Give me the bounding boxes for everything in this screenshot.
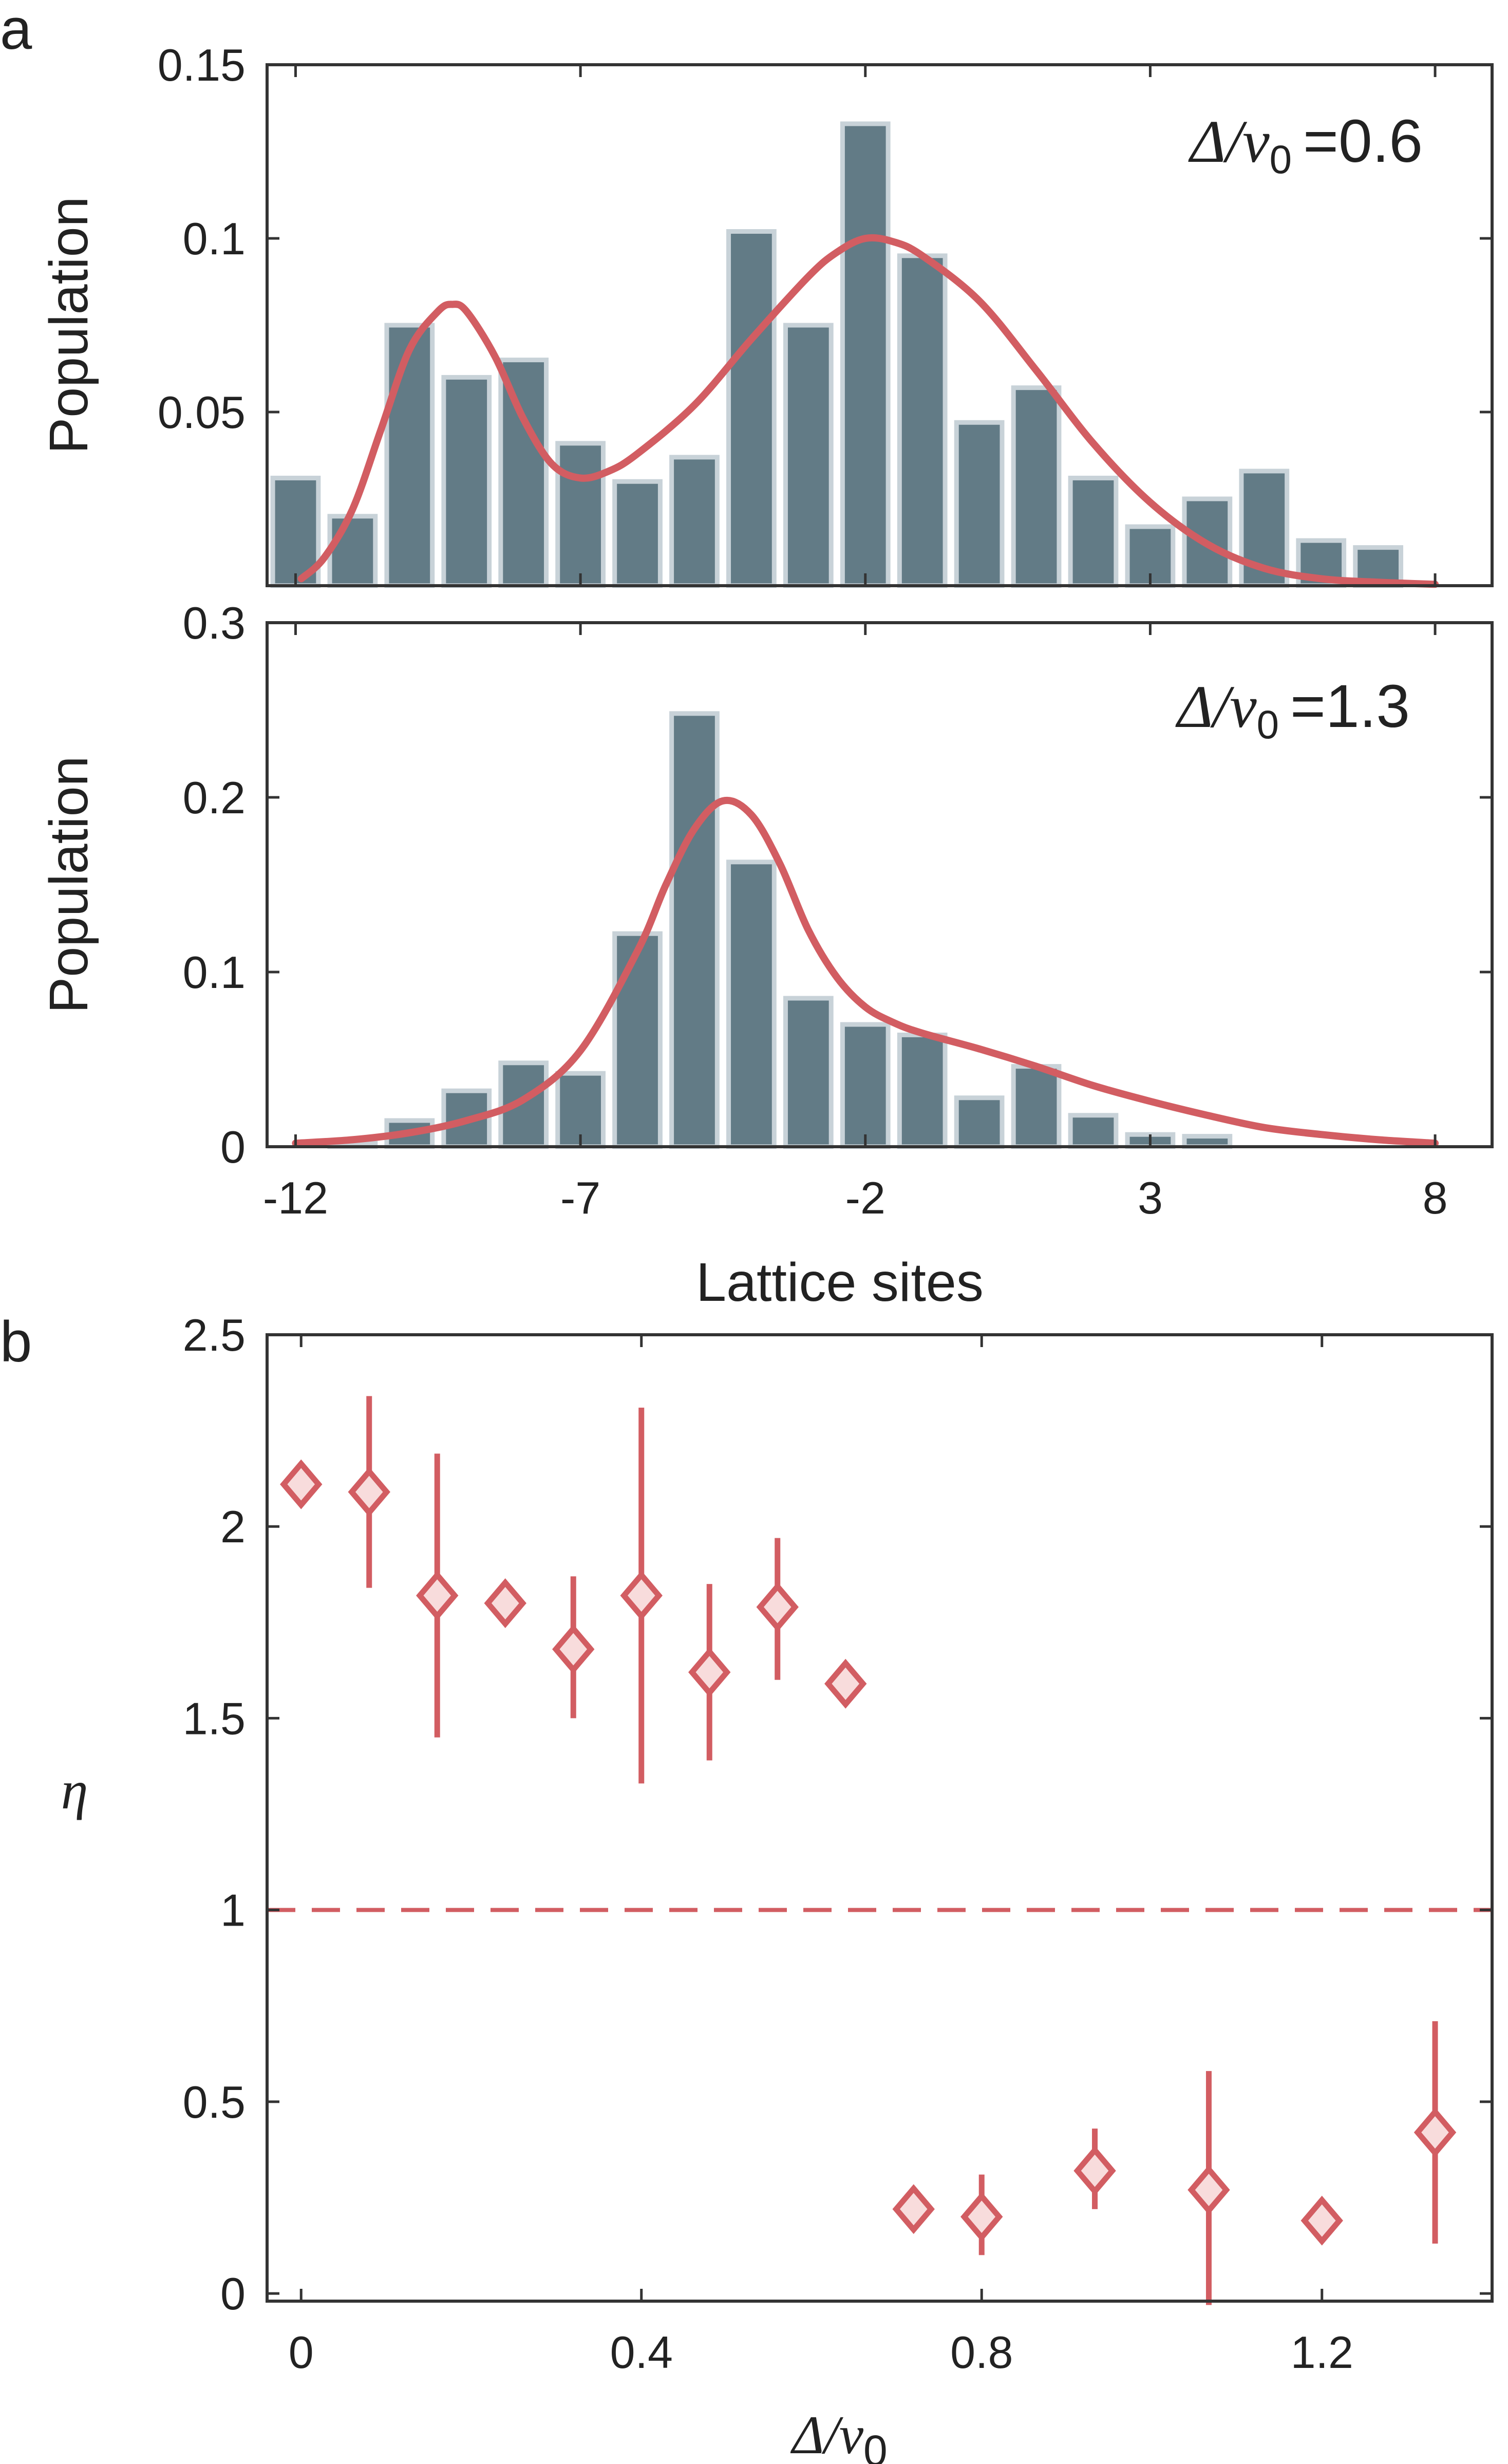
panel-b-ylabel: η [61, 1760, 88, 1820]
histogram-bar [441, 375, 492, 588]
histogram-bar [954, 420, 1005, 588]
histogram-bar [1068, 1113, 1119, 1149]
histogram-bar [897, 253, 948, 588]
data-point-marker [620, 1571, 663, 1621]
data-point-marker [416, 1571, 459, 1621]
x-tick-label: 0.4 [610, 2327, 673, 2378]
data-point-marker [1073, 2145, 1116, 2196]
panel-b-letter: b [0, 1310, 32, 1374]
data-point-marker [348, 1467, 390, 1517]
panel-a2-y-ticks: 0 0.1 0.2 0.3 [183, 598, 1492, 1172]
histogram-bar [1011, 1064, 1062, 1149]
histogram-bar [1068, 475, 1119, 588]
panel-a2-annotation: Δ/ν0 =1.3 [1175, 673, 1410, 747]
panel-b-xlabel-symbol: Δ/ν [790, 2405, 864, 2464]
data-point-marker [484, 1578, 526, 1628]
data-point-marker [1187, 2165, 1230, 2215]
histogram-bar [327, 514, 378, 588]
data-point-marker [960, 2192, 1003, 2242]
data-point-marker [552, 1624, 595, 1674]
panel-a-annotation: Δ/ν0 =0.6 [1188, 107, 1423, 182]
panel-a-y-ticks: 0.05 0.1 0.15 [158, 40, 1492, 438]
y-tick-label: 0.3 [183, 598, 246, 648]
x-tick-label: -12 [263, 1172, 328, 1223]
panel-a-x-ticks [294, 65, 1437, 586]
histogram-bar [726, 860, 777, 1149]
histogram-bar [555, 441, 606, 588]
panel-a-letter: a [0, 0, 32, 61]
histogram-bar [840, 1022, 891, 1149]
panel-a2-annotation-subscript: 0 [1257, 702, 1279, 747]
y-tick-label: 0.1 [183, 213, 246, 264]
panel-a-ylabel: Population [39, 197, 99, 454]
panel-b-y-ticks: 0 0.5 1 1.5 2 2.5 [183, 1310, 1492, 2319]
x-tick-label: 8 [1423, 1172, 1448, 1223]
histogram-bar [783, 996, 834, 1149]
y-tick-label: 0.15 [158, 40, 246, 90]
x-tick-label: 3 [1138, 1172, 1163, 1223]
panel-a2-x-ticks: -12 -7 -2 3 8 [263, 623, 1448, 1223]
histogram-bar [384, 323, 435, 588]
y-tick-label: 0.2 [183, 772, 246, 823]
panel-a-top-histogram: 0.05 0.1 0.15 Population Δ/ν0 =0.6 [39, 40, 1494, 588]
histogram-bar [783, 323, 834, 588]
panel-a2-fit-curve [292, 796, 1439, 1147]
panel-a-bars [270, 121, 1404, 588]
panel-a-frame [266, 63, 1494, 587]
y-tick-label: 1.5 [183, 1693, 246, 1744]
panel-b-points [280, 1396, 1457, 2305]
histogram-bar [1011, 385, 1062, 588]
data-point-marker [1300, 2195, 1343, 2246]
histogram-bar [612, 931, 663, 1149]
panel-a2-annotation-symbol: Δ/ν [1175, 673, 1257, 740]
data-point-marker [688, 1647, 731, 1697]
panel-a2-frame [266, 621, 1494, 1148]
x-tick-label: -7 [560, 1172, 600, 1223]
y-tick-label: 0 [220, 1122, 246, 1172]
histogram-bar [669, 455, 720, 588]
panel-a2-xlabel: Lattice sites [696, 1252, 984, 1313]
x-tick-label: 1.2 [1291, 2327, 1353, 2378]
panel-b-frame [266, 1333, 1494, 2303]
histogram-bar [1182, 1134, 1233, 1149]
panel-b-xlabel-subscript: 0 [863, 2426, 888, 2464]
panel-a-fit-curve [297, 234, 1439, 588]
panel-a2-annotation-value: =1.3 [1290, 673, 1410, 740]
panel-b-xlabel: Δ/ν0 [790, 2405, 887, 2464]
y-tick-label: 0.1 [183, 947, 246, 998]
x-tick-label: 0 [289, 2327, 314, 2378]
data-point-marker [824, 1658, 867, 1709]
histogram-bar [897, 1032, 948, 1149]
histogram-bar [669, 711, 720, 1149]
panel-a-annotation-value: =0.6 [1303, 107, 1423, 175]
x-tick-label: -2 [845, 1172, 885, 1223]
panel-b-scatter: 00.511.522.5 0 0.4 0.8 1.2 η Δ/ν0 [61, 1310, 1494, 2464]
panel-a-annotation-symbol: Δ/ν [1188, 108, 1270, 175]
data-point-marker [756, 1582, 799, 1632]
panel-a-bottom-histogram: 0 0.1 0.2 0.3 -12 -7 -2 3 8 Population Lattice … [39, 598, 1494, 1313]
histogram-bar [612, 479, 663, 588]
y-tick-label: 2.5 [183, 1310, 246, 1360]
histogram-bar [954, 1095, 1005, 1149]
histogram-bar [840, 121, 891, 588]
y-tick-label: 0.5 [183, 2077, 246, 2127]
y-tick-label: 0 [220, 2268, 246, 2319]
data-point-marker [1413, 2107, 1457, 2158]
y-tick-label: 2 [220, 1501, 246, 1552]
panel-a2-bars [327, 711, 1233, 1149]
histogram-bar [726, 229, 777, 588]
x-tick-label: 0.8 [950, 2327, 1013, 2378]
y-tick-label: 1 [220, 1885, 246, 1936]
y-tick-label: 0.05 [158, 387, 246, 438]
histogram-bar [498, 358, 549, 588]
panel-b-x-ticks: 0 0.4 0.8 1.2 [289, 1335, 1353, 2378]
data-point-marker [892, 2184, 935, 2234]
panel-a2-ylabel: Population [39, 756, 99, 1014]
panel-a-annotation-subscript: 0 [1270, 137, 1292, 182]
data-point-marker [280, 1459, 323, 1509]
